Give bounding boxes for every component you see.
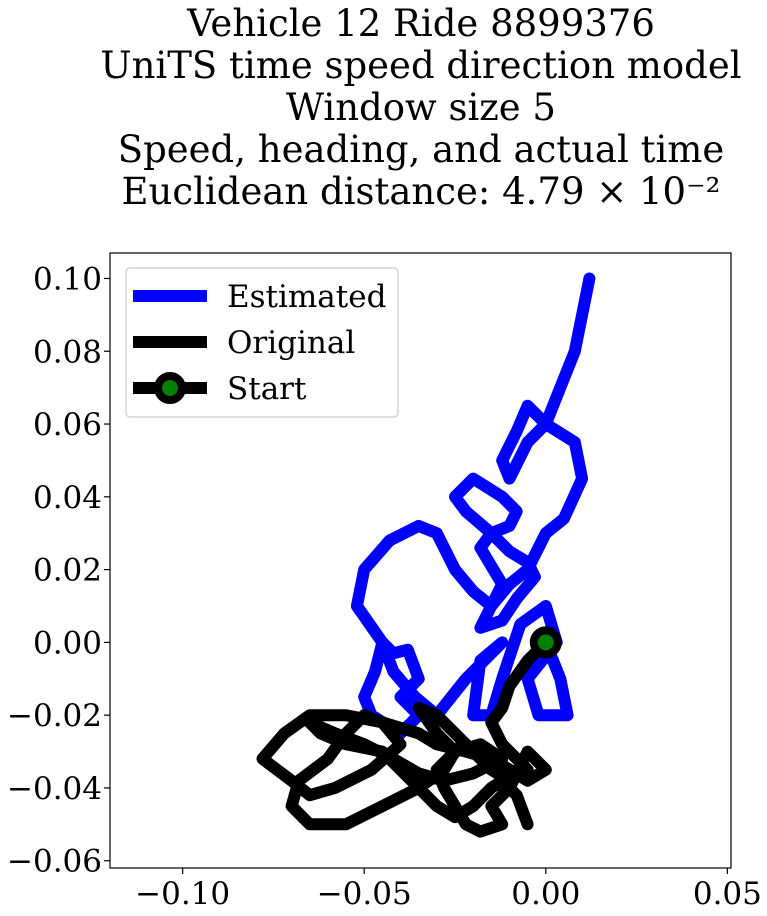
y-tick-label: −0.04 <box>7 771 102 807</box>
y-tick-label: 0.08 <box>33 334 102 370</box>
axes: −0.10 −0.05 0.00 0.05 0.10 0.08 0.06 0.04 0.02 0.… <box>7 252 762 912</box>
series-line-estimated <box>350 272 596 740</box>
legend-label-estimated: Estimated <box>227 279 386 315</box>
x-tick-label: −0.05 <box>317 876 412 912</box>
y-tick-label: 0.04 <box>33 480 102 516</box>
plot-area <box>256 272 596 838</box>
x-tick-label: 0.05 <box>693 876 762 912</box>
x-tick-label: 0.00 <box>511 876 580 912</box>
y-tick-label: −0.02 <box>7 698 102 734</box>
title-line-5: Euclidean distance: 4.79 × 10⁻² <box>122 170 721 213</box>
x-tick-label: −0.10 <box>135 876 230 912</box>
y-tick-label: 0.02 <box>33 553 102 589</box>
y-tick-label: 0.10 <box>33 261 102 297</box>
title-line-3: Window size 5 <box>286 86 556 129</box>
legend-label-start: Start <box>227 371 307 407</box>
y-tick-label: −0.06 <box>7 844 102 880</box>
start-marker <box>529 626 562 659</box>
title-line-2: UniTS time speed direction model <box>100 44 741 87</box>
title-line-1: Vehicle 12 Ride 8899376 <box>186 2 655 45</box>
legend-marker-start <box>154 372 186 404</box>
plot-frame <box>109 252 732 869</box>
y-tick-label: 0.00 <box>33 625 102 661</box>
series-line-original <box>256 636 552 838</box>
title-line-4: Speed, heading, and actual time <box>118 128 725 171</box>
y-tick-label: 0.06 <box>33 407 102 443</box>
legend: Estimated Original Start <box>125 267 399 418</box>
legend-box <box>125 267 399 418</box>
legend-label-original: Original <box>227 325 355 361</box>
